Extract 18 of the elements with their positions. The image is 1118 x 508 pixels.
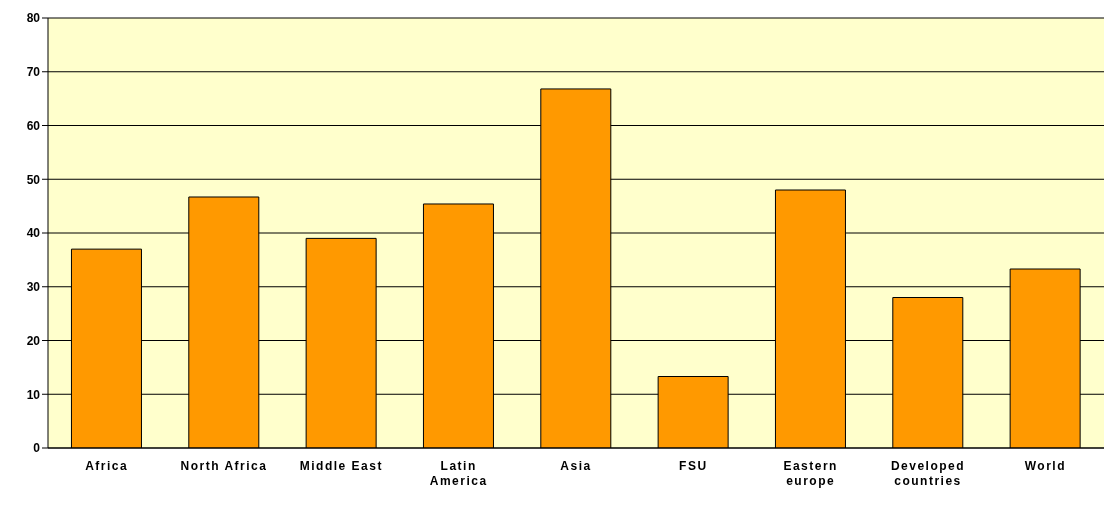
y-tick-label: 50 bbox=[26, 172, 41, 187]
x-tick-label: Eastern europe bbox=[783, 459, 838, 488]
x-tick-label: FSU bbox=[679, 459, 708, 473]
x-tick-label: Developed countries bbox=[890, 459, 966, 488]
y-tick-label: 40 bbox=[26, 226, 41, 241]
x-tick-label: Middle East bbox=[299, 459, 383, 473]
x-tick-label: North Africa bbox=[180, 459, 268, 473]
y-tick-label: 60 bbox=[26, 118, 41, 133]
y-tick-label: 70 bbox=[26, 65, 41, 80]
y-tick-label: 20 bbox=[26, 333, 41, 348]
y-tick-label: 30 bbox=[26, 280, 41, 295]
x-tick-label: World bbox=[1024, 459, 1066, 473]
y-tick-label: 10 bbox=[26, 387, 41, 402]
y-tick-label: 80 bbox=[26, 11, 41, 26]
x-tick-label: Asia bbox=[560, 459, 592, 473]
x-tick-label: Latin America bbox=[429, 459, 488, 488]
y-tick-label: 0 bbox=[33, 441, 41, 456]
x-tick-label: Africa bbox=[85, 459, 129, 473]
